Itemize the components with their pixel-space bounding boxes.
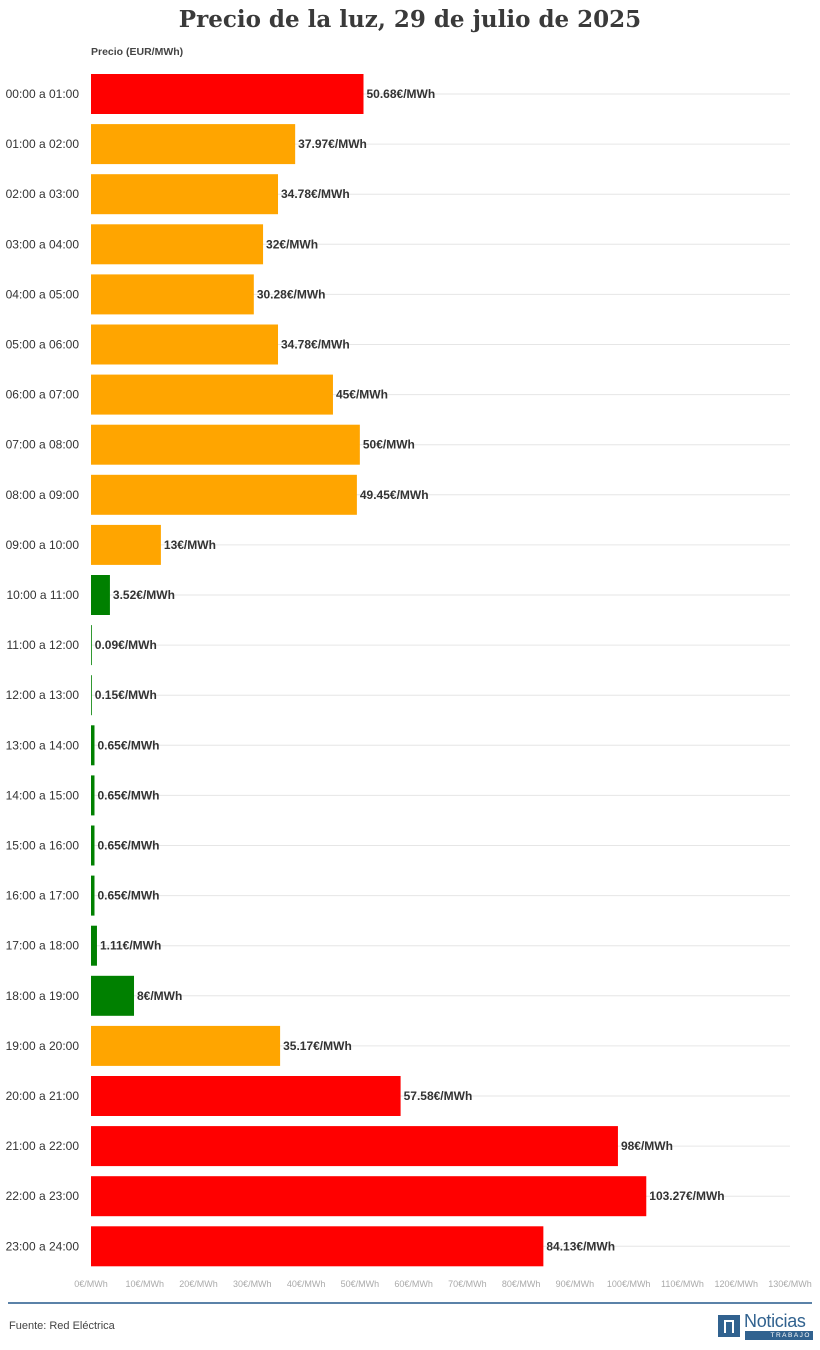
category-label: 11:00 a 12:00 [6, 638, 79, 652]
category-label: 01:00 a 02:00 [6, 137, 80, 151]
bar [91, 925, 97, 966]
bar [91, 1076, 401, 1116]
logo-mark-icon [718, 1315, 740, 1337]
bar [91, 675, 92, 716]
bar [91, 825, 95, 866]
data-label: 30.28€/MWh [257, 287, 326, 301]
category-label: 09:00 a 10:00 [6, 538, 80, 552]
bar [91, 124, 296, 165]
logo-name: Noticias [744, 1311, 806, 1331]
data-label: 98€/MWh [621, 1139, 673, 1153]
category-label: 15:00 a 16:00 [6, 839, 80, 853]
data-label: 13€/MWh [164, 538, 216, 552]
axis-label: Precio (EUR/MWh) [91, 46, 184, 58]
category-label: 05:00 a 06:00 [6, 338, 80, 352]
data-label: 34.78€/MWh [281, 187, 350, 201]
logo-subtitle: TRABAJO [745, 1331, 813, 1340]
data-label: 103.27€/MWh [649, 1189, 724, 1203]
bar [91, 424, 360, 465]
category-label: 22:00 a 23:00 [6, 1189, 80, 1203]
data-label: 50€/MWh [363, 438, 415, 452]
category-label: 08:00 a 09:00 [6, 488, 80, 502]
data-label: 0.65€/MWh [97, 788, 159, 802]
bar [91, 1176, 647, 1217]
category-label: 10:00 a 11:00 [6, 588, 79, 602]
bar [91, 575, 110, 615]
category-label: 16:00 a 17:00 [6, 889, 80, 903]
footer-divider [8, 1302, 812, 1304]
data-label: 35.17€/MWh [283, 1039, 352, 1053]
data-label: 37.97€/MWh [298, 137, 367, 151]
data-label: 0.15€/MWh [95, 688, 157, 702]
data-label: 45€/MWh [336, 388, 388, 402]
category-label: 18:00 a 19:00 [6, 989, 80, 1003]
bar [91, 725, 95, 766]
category-label: 19:00 a 20:00 [6, 1039, 80, 1053]
category-label: 07:00 a 08:00 [6, 438, 80, 452]
data-label: 0.65€/MWh [97, 738, 159, 752]
category-label: 04:00 a 05:00 [6, 287, 80, 301]
bar [91, 1226, 544, 1267]
source-note: Fuente: Red Eléctrica [9, 1320, 115, 1332]
data-label: 8€/MWh [137, 989, 182, 1003]
data-label: 84.13€/MWh [546, 1239, 615, 1253]
bar [91, 224, 264, 265]
bar [91, 524, 161, 565]
bar [91, 324, 279, 365]
category-label: 21:00 a 22:00 [6, 1139, 80, 1153]
bar [91, 975, 135, 1016]
category-label: 12:00 a 13:00 [6, 688, 80, 702]
chart-title: Precio de la luz, 29 de julio de 2025 [178, 6, 642, 33]
category-label: 06:00 a 07:00 [6, 388, 80, 402]
category-label: 03:00 a 04:00 [6, 237, 80, 251]
x-tick-label: 120€/MWh [714, 1279, 758, 1289]
bar [91, 274, 254, 315]
data-label: 57.58€/MWh [404, 1089, 473, 1103]
bar [91, 174, 279, 215]
bar-chart: 00:00 a 01:00 50.68€/MWh 01:00 a 02:00 37.9… [6, 74, 812, 1289]
x-tick-label: 130€/MWh [768, 1279, 812, 1289]
data-label: 0.09€/MWh [95, 638, 157, 652]
bar [91, 74, 364, 114]
bar [91, 625, 92, 666]
bar [91, 875, 95, 916]
x-tick-label: 40€/MWh [287, 1279, 326, 1289]
x-tick-label: 90€/MWh [556, 1279, 595, 1289]
bar [91, 474, 357, 515]
x-tick-label: 100€/MWh [607, 1279, 651, 1289]
x-tick-label: 50€/MWh [341, 1279, 380, 1289]
category-label: 23:00 a 24:00 [6, 1239, 80, 1253]
x-tick-label: 30€/MWh [233, 1279, 272, 1289]
x-tick-label: 20€/MWh [179, 1279, 218, 1289]
x-tick-label: 110€/MWh [661, 1279, 704, 1289]
category-label: 02:00 a 03:00 [6, 187, 80, 201]
bar [91, 1126, 618, 1167]
x-tick-label: 70€/MWh [448, 1279, 487, 1289]
category-label: 17:00 a 18:00 [6, 939, 80, 953]
x-tick-label: 60€/MWh [394, 1279, 433, 1289]
category-label: 13:00 a 14:00 [6, 738, 80, 752]
category-label: 20:00 a 21:00 [6, 1089, 80, 1103]
bar [91, 1025, 281, 1066]
category-label: 14:00 a 15:00 [6, 788, 80, 802]
data-label: 50.68€/MWh [367, 87, 436, 101]
data-label: 49.45€/MWh [360, 488, 429, 502]
bar [91, 775, 95, 816]
x-tick-label: 10€/MWh [126, 1279, 165, 1289]
x-tick-label: 0€/MWh [74, 1279, 108, 1289]
data-label: 32€/MWh [266, 237, 318, 251]
data-label: 0.65€/MWh [97, 889, 159, 903]
data-label: 0.65€/MWh [97, 839, 159, 853]
bar [91, 374, 333, 415]
data-label: 1.11€/MWh [100, 939, 161, 953]
x-tick-label: 80€/MWh [502, 1279, 541, 1289]
brand-logo[interactable]: Noticias TRABAJO [718, 1311, 814, 1340]
category-label: 00:00 a 01:00 [6, 87, 80, 101]
data-label: 34.78€/MWh [281, 338, 350, 352]
data-label: 3.52€/MWh [113, 588, 175, 602]
